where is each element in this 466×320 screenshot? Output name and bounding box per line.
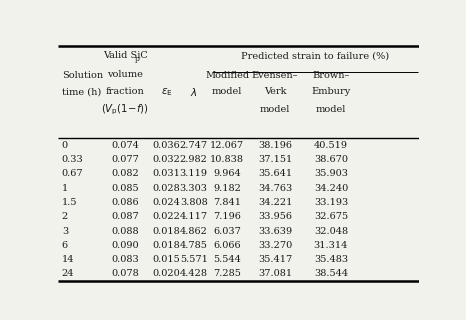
Text: 7.285: 7.285: [213, 269, 241, 278]
Text: Brown–: Brown–: [312, 71, 350, 80]
Text: 14: 14: [62, 255, 75, 264]
Text: 7.196: 7.196: [213, 212, 241, 221]
Text: 38.544: 38.544: [314, 269, 348, 278]
Text: model: model: [316, 105, 346, 114]
Text: 9.964: 9.964: [213, 169, 241, 179]
Text: 35.417: 35.417: [258, 255, 292, 264]
Text: 33.956: 33.956: [258, 212, 292, 221]
Text: 2.982: 2.982: [180, 155, 208, 164]
Text: 4.428: 4.428: [180, 269, 208, 278]
Text: 0.074: 0.074: [111, 141, 139, 150]
Text: 38.196: 38.196: [258, 141, 292, 150]
Text: 4.117: 4.117: [179, 212, 208, 221]
Text: 0.67: 0.67: [62, 169, 83, 179]
Text: 35.483: 35.483: [314, 255, 348, 264]
Text: 5.571: 5.571: [180, 255, 208, 264]
Text: 7.841: 7.841: [213, 198, 241, 207]
Text: Evensen–: Evensen–: [252, 71, 298, 80]
Text: 0.083: 0.083: [111, 255, 139, 264]
Text: 0.088: 0.088: [111, 227, 139, 236]
Text: 0.090: 0.090: [111, 241, 139, 250]
Text: p: p: [135, 55, 140, 63]
Text: time (h): time (h): [62, 87, 101, 96]
Text: 31.314: 31.314: [314, 241, 348, 250]
Text: 0.031: 0.031: [153, 169, 180, 179]
Text: 33.193: 33.193: [314, 198, 348, 207]
Text: 34.763: 34.763: [258, 184, 292, 193]
Text: 0.086: 0.086: [111, 198, 139, 207]
Text: 32.675: 32.675: [314, 212, 348, 221]
Text: 0.036: 0.036: [153, 141, 180, 150]
Text: 0.024: 0.024: [153, 198, 180, 207]
Text: 40.519: 40.519: [314, 141, 348, 150]
Text: 0.015: 0.015: [153, 255, 180, 264]
Text: 3: 3: [62, 227, 68, 236]
Text: 0.077: 0.077: [111, 155, 139, 164]
Text: 3.808: 3.808: [180, 198, 207, 207]
Text: Predicted strain to failure (%): Predicted strain to failure (%): [240, 51, 389, 60]
Text: 5.544: 5.544: [213, 255, 241, 264]
Text: 0.028: 0.028: [153, 184, 180, 193]
Text: volume: volume: [107, 70, 143, 79]
Text: fraction: fraction: [106, 87, 144, 96]
Text: 12.067: 12.067: [210, 141, 244, 150]
Text: $\lambda$: $\lambda$: [190, 86, 198, 98]
Text: Solution: Solution: [62, 71, 103, 80]
Text: 6.037: 6.037: [213, 227, 241, 236]
Text: 6.066: 6.066: [213, 241, 241, 250]
Text: Embury: Embury: [311, 87, 350, 96]
Text: 3.119: 3.119: [180, 169, 208, 179]
Text: 4.785: 4.785: [180, 241, 208, 250]
Text: 24: 24: [62, 269, 75, 278]
Text: 0.085: 0.085: [111, 184, 139, 193]
Text: 33.270: 33.270: [258, 241, 292, 250]
Text: model: model: [260, 105, 290, 114]
Text: 33.639: 33.639: [258, 227, 292, 236]
Text: 6: 6: [62, 241, 68, 250]
Text: 37.151: 37.151: [258, 155, 292, 164]
Text: 38.670: 38.670: [314, 155, 348, 164]
Text: 0.087: 0.087: [111, 212, 139, 221]
Text: 0.018: 0.018: [153, 227, 180, 236]
Text: $(V_{\mathrm{p}}(1\!-\!f))$: $(V_{\mathrm{p}}(1\!-\!f))$: [101, 102, 149, 116]
Text: 0: 0: [62, 141, 68, 150]
Text: 34.240: 34.240: [314, 184, 348, 193]
Text: 0.022: 0.022: [153, 212, 180, 221]
Text: 0.032: 0.032: [153, 155, 180, 164]
Text: 9.182: 9.182: [213, 184, 241, 193]
Text: 10.838: 10.838: [210, 155, 244, 164]
Text: 0.018: 0.018: [153, 241, 180, 250]
Text: Valid SiC: Valid SiC: [103, 51, 147, 60]
Text: Verk: Verk: [264, 87, 286, 96]
Text: 32.048: 32.048: [314, 227, 348, 236]
Text: 0.078: 0.078: [111, 269, 139, 278]
Text: 34.221: 34.221: [258, 198, 292, 207]
Text: 2.747: 2.747: [179, 141, 208, 150]
Text: 37.081: 37.081: [258, 269, 292, 278]
Text: 0.020: 0.020: [153, 269, 180, 278]
Text: Modified: Modified: [205, 71, 249, 80]
Text: 35.641: 35.641: [258, 169, 292, 179]
Text: $\varepsilon_{\mathrm{E}}$: $\varepsilon_{\mathrm{E}}$: [161, 86, 172, 98]
Text: 4.862: 4.862: [180, 227, 208, 236]
Text: 2: 2: [62, 212, 68, 221]
Text: 3.303: 3.303: [180, 184, 208, 193]
Text: 35.903: 35.903: [314, 169, 348, 179]
Text: model: model: [212, 87, 242, 96]
Text: 1: 1: [62, 184, 68, 193]
Text: 0.33: 0.33: [62, 155, 83, 164]
Text: 1.5: 1.5: [62, 198, 77, 207]
Text: 0.082: 0.082: [111, 169, 139, 179]
